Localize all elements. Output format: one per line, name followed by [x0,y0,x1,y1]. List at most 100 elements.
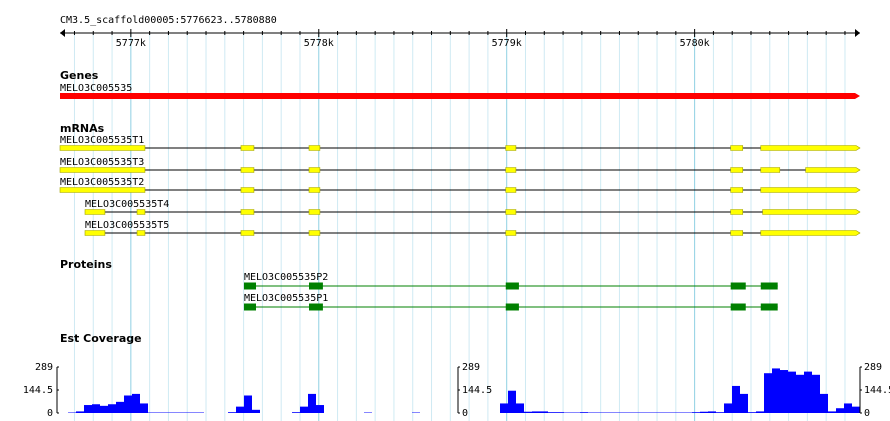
coverage-bar [692,412,700,413]
exon [240,167,255,173]
coverage-bar [700,411,708,413]
exon [308,145,321,151]
exon [240,230,255,236]
ruler-tick-label: 5779k [492,38,522,49]
coverage-bar [828,411,836,413]
exon [505,209,517,215]
exon [240,209,255,215]
exon [805,167,861,173]
coverage-tick-label: 144.5 [864,385,890,396]
exon [730,145,744,151]
coverage-bar [748,412,756,413]
exon [240,145,255,151]
exon [136,209,146,215]
coverage-bar [532,411,540,413]
exon [762,209,861,215]
exon [730,167,744,173]
exon [59,167,146,173]
coverage-bar [556,412,564,413]
protein-name: MELO3C005535P1 [244,293,328,304]
coverage-bar [764,373,772,413]
coverage-tick-label: 144.5 [23,385,53,396]
exon [760,187,861,193]
coverage-bar [244,395,252,413]
coverage-bar [540,411,548,413]
mrna-name: MELO3C005535T3 [60,157,144,168]
mrna-name: MELO3C005535T1 [60,135,144,146]
exon [505,167,517,173]
track-title: Genes [60,69,99,82]
coverage-tick-label: 0 [47,408,53,419]
protein-segment [309,282,323,290]
coverage-tick-label: 144.5 [462,385,492,396]
gene-bar [60,93,860,99]
exon [308,209,321,215]
coverage-bar [132,393,140,413]
coverage-bar [228,412,236,413]
coverage-bar [508,390,516,413]
protein-segment [730,282,746,290]
coverage-bar [124,395,132,413]
coverage-bar [316,405,324,413]
coverage-tick-label: 0 [462,408,468,419]
coverage-bar [740,393,748,413]
coverage-bar [780,370,788,413]
coverage-bar [804,371,812,413]
exon [730,209,744,215]
coverage-bar [100,405,108,413]
exon [760,230,861,236]
coverage-bar [788,371,796,413]
ruler-tick-label: 5778k [304,38,334,49]
ruler-arrow [855,29,860,37]
mrna-name: MELO3C005535T4 [85,199,169,210]
coverage-bar [500,403,508,413]
protein-segment [243,303,257,311]
coverage-bar [140,403,148,413]
coverage-tick-label: 289 [35,362,53,373]
exon [308,187,321,193]
exon [505,145,517,151]
ruler-tick-label: 5777k [116,38,146,49]
exon [59,145,146,151]
gene-name: MELO3C005535 [60,83,132,94]
coverage-bar [300,406,308,413]
exon [730,230,744,236]
coverage-tick-label: 0 [864,408,870,419]
coverage-bar [524,411,532,413]
protein-segment [505,303,519,311]
coverage-tick-label: 289 [462,362,480,373]
coverage-bar [812,374,820,413]
coverage-bar [844,403,852,413]
coverage-bar [84,405,92,413]
protein-segment [309,303,323,311]
coverage-bar [548,412,556,413]
protein-name: MELO3C005535P2 [244,272,328,283]
mrna-name: MELO3C005535T2 [60,177,144,188]
mrna-name: MELO3C005535T5 [85,220,169,231]
exon [730,187,744,193]
ruler-arrow [60,29,65,37]
protein-segment [760,282,778,290]
exon [760,167,781,173]
coverage-bar [76,411,84,413]
protein-segment [730,303,746,311]
coverage-bar [732,385,740,413]
coverage-bar [516,403,524,413]
coverage-bar [772,368,780,413]
coverage-bar [708,411,716,413]
coverage-bar [836,408,844,413]
coverage-bar [852,406,860,413]
exon [240,187,255,193]
coverage-tick-label: 289 [864,362,882,373]
track-title: mRNAs [60,122,105,135]
region-label: CM3.5_scaffold00005:5776623..5780880 [60,15,277,26]
protein-segment [505,282,519,290]
coverage-bar [292,412,300,413]
coverage-bar [252,409,260,413]
coverage-bar [108,404,116,413]
protein-segment [760,303,778,311]
coverage-bar [308,393,316,413]
coverage-bar [724,403,732,413]
